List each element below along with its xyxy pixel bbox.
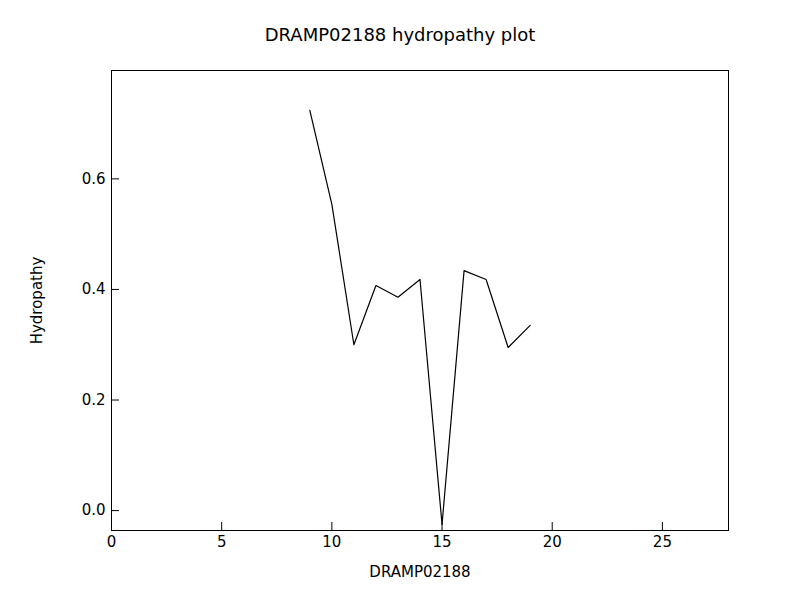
svg-text:Hydropathy: Hydropathy <box>28 257 46 345</box>
svg-text:0.0: 0.0 <box>82 501 106 519</box>
svg-text:5: 5 <box>217 533 227 551</box>
html-text:DRAMP02188 hydropathy plot: DRAMP02188 hydropathy plot <box>264 24 536 45</box>
svg-text:10: 10 <box>322 533 341 551</box>
svg-text:0.2: 0.2 <box>82 391 106 409</box>
svg-text:DRAMP02188: DRAMP02188 <box>369 563 470 581</box>
svg-text:0.4: 0.4 <box>82 280 106 298</box>
svg-text:0: 0 <box>107 533 117 551</box>
svg-text:25: 25 <box>653 533 672 551</box>
svg-text:0.6: 0.6 <box>82 170 106 188</box>
svg-text:20: 20 <box>543 533 562 551</box>
svg-text:15: 15 <box>432 533 451 551</box>
